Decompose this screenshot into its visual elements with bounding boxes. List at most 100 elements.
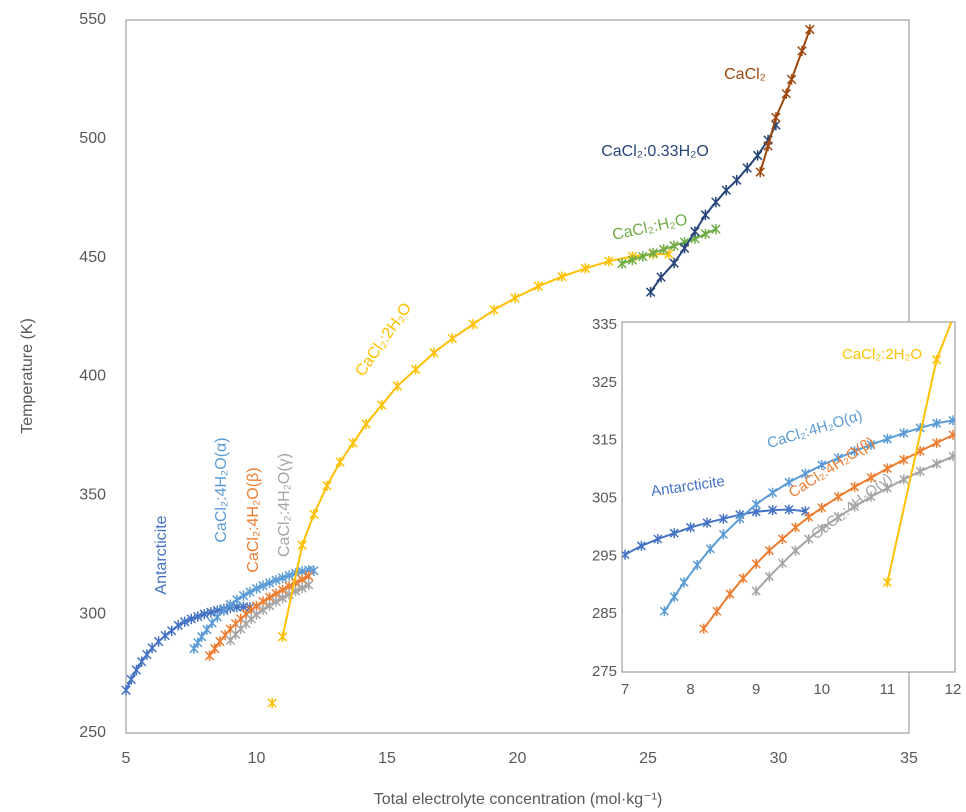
data-point bbox=[153, 636, 164, 647]
data-point bbox=[377, 399, 387, 411]
data-point bbox=[196, 631, 207, 642]
data-point bbox=[236, 613, 246, 625]
data-point bbox=[781, 88, 792, 99]
data-point bbox=[932, 458, 942, 469]
x-tick-label: 12 bbox=[945, 681, 962, 698]
data-point bbox=[622, 549, 630, 560]
data-point bbox=[210, 643, 220, 654]
x-tick-label: 8 bbox=[686, 681, 694, 698]
data-point bbox=[764, 571, 774, 582]
x-tick-label: 11 bbox=[880, 681, 896, 698]
data-point bbox=[679, 577, 689, 588]
data-point bbox=[804, 512, 814, 523]
data-point bbox=[656, 271, 666, 283]
y-tick-label: 275 bbox=[592, 663, 617, 680]
data-point bbox=[791, 545, 801, 556]
data-point bbox=[768, 487, 778, 498]
data-point bbox=[186, 613, 196, 625]
data-point bbox=[850, 481, 860, 492]
data-point bbox=[166, 625, 177, 637]
data-point bbox=[136, 656, 147, 667]
data-point bbox=[193, 637, 203, 648]
data-point bbox=[189, 643, 199, 654]
data-point bbox=[617, 258, 627, 269]
data-point bbox=[718, 529, 728, 540]
data-point bbox=[752, 150, 763, 161]
data-point bbox=[410, 364, 421, 375]
x-tick-label: 10 bbox=[813, 681, 830, 698]
data-point bbox=[297, 582, 307, 594]
data-point bbox=[686, 522, 696, 533]
data-point bbox=[711, 196, 721, 208]
data-point bbox=[241, 608, 251, 620]
data-point bbox=[258, 604, 268, 616]
data-point bbox=[335, 456, 345, 468]
data-point bbox=[303, 570, 314, 582]
data-point bbox=[948, 429, 955, 440]
data-point bbox=[805, 24, 815, 35]
data-point bbox=[489, 304, 499, 316]
data-point bbox=[241, 618, 251, 629]
y-tick-label: 450 bbox=[79, 249, 106, 266]
data-point bbox=[882, 433, 892, 444]
data-point bbox=[817, 459, 827, 470]
y-tick-label: 295 bbox=[592, 547, 617, 564]
data-point bbox=[882, 577, 892, 588]
data-point bbox=[962, 280, 966, 290]
data-point bbox=[277, 572, 288, 584]
data-point bbox=[638, 251, 648, 262]
data-point bbox=[777, 558, 787, 569]
data-point bbox=[784, 477, 794, 488]
x-tick-label: 25 bbox=[639, 750, 657, 767]
data-point bbox=[604, 256, 614, 267]
data-point bbox=[712, 606, 722, 617]
data-point bbox=[817, 502, 827, 513]
data-point bbox=[199, 608, 210, 620]
data-point bbox=[232, 594, 242, 606]
data-point bbox=[948, 451, 955, 462]
data-point bbox=[533, 280, 544, 292]
data-point bbox=[699, 623, 709, 634]
data-point bbox=[271, 596, 281, 607]
data-point bbox=[742, 162, 752, 174]
x-tick-label: 10 bbox=[248, 750, 266, 767]
data-point bbox=[763, 140, 773, 152]
data-point bbox=[915, 466, 925, 477]
data-point bbox=[126, 674, 136, 685]
data-point bbox=[791, 522, 801, 533]
data-point bbox=[899, 474, 909, 485]
data-point bbox=[800, 468, 810, 479]
series-label: CaCl₂:4H₂O(γ) bbox=[276, 453, 293, 557]
data-point bbox=[659, 606, 669, 617]
data-point bbox=[658, 244, 669, 255]
data-point bbox=[297, 540, 307, 551]
x-tick-label: 5 bbox=[122, 750, 131, 767]
data-point bbox=[267, 697, 277, 709]
series-label: CaCl₂ bbox=[724, 66, 766, 83]
data-point bbox=[702, 517, 712, 528]
data-point bbox=[669, 528, 679, 539]
y-tick-label: 300 bbox=[79, 605, 106, 622]
data-point bbox=[173, 620, 183, 631]
x-tick-label: 35 bbox=[900, 750, 918, 767]
data-point bbox=[121, 685, 131, 696]
data-point bbox=[705, 543, 715, 554]
data-point bbox=[700, 209, 711, 221]
series-label: CaCl₂:2H₂O bbox=[842, 346, 922, 363]
data-point bbox=[932, 354, 942, 365]
data-point bbox=[160, 630, 170, 641]
data-point bbox=[882, 483, 892, 494]
series-label: Antarcticite bbox=[153, 515, 170, 594]
series-layer bbox=[622, 280, 966, 634]
data-point bbox=[751, 499, 761, 510]
x-tick-label: 30 bbox=[770, 750, 788, 767]
data-point bbox=[202, 624, 212, 635]
data-point bbox=[645, 286, 656, 298]
data-point bbox=[804, 533, 814, 544]
data-point bbox=[751, 586, 761, 597]
series-label: CaCl₂:4H₂O(β) bbox=[245, 467, 262, 572]
y-tick-label: 325 bbox=[592, 374, 617, 391]
data-point bbox=[510, 292, 520, 304]
y-tick-label: 500 bbox=[79, 130, 106, 147]
inset-frame bbox=[621, 321, 956, 673]
